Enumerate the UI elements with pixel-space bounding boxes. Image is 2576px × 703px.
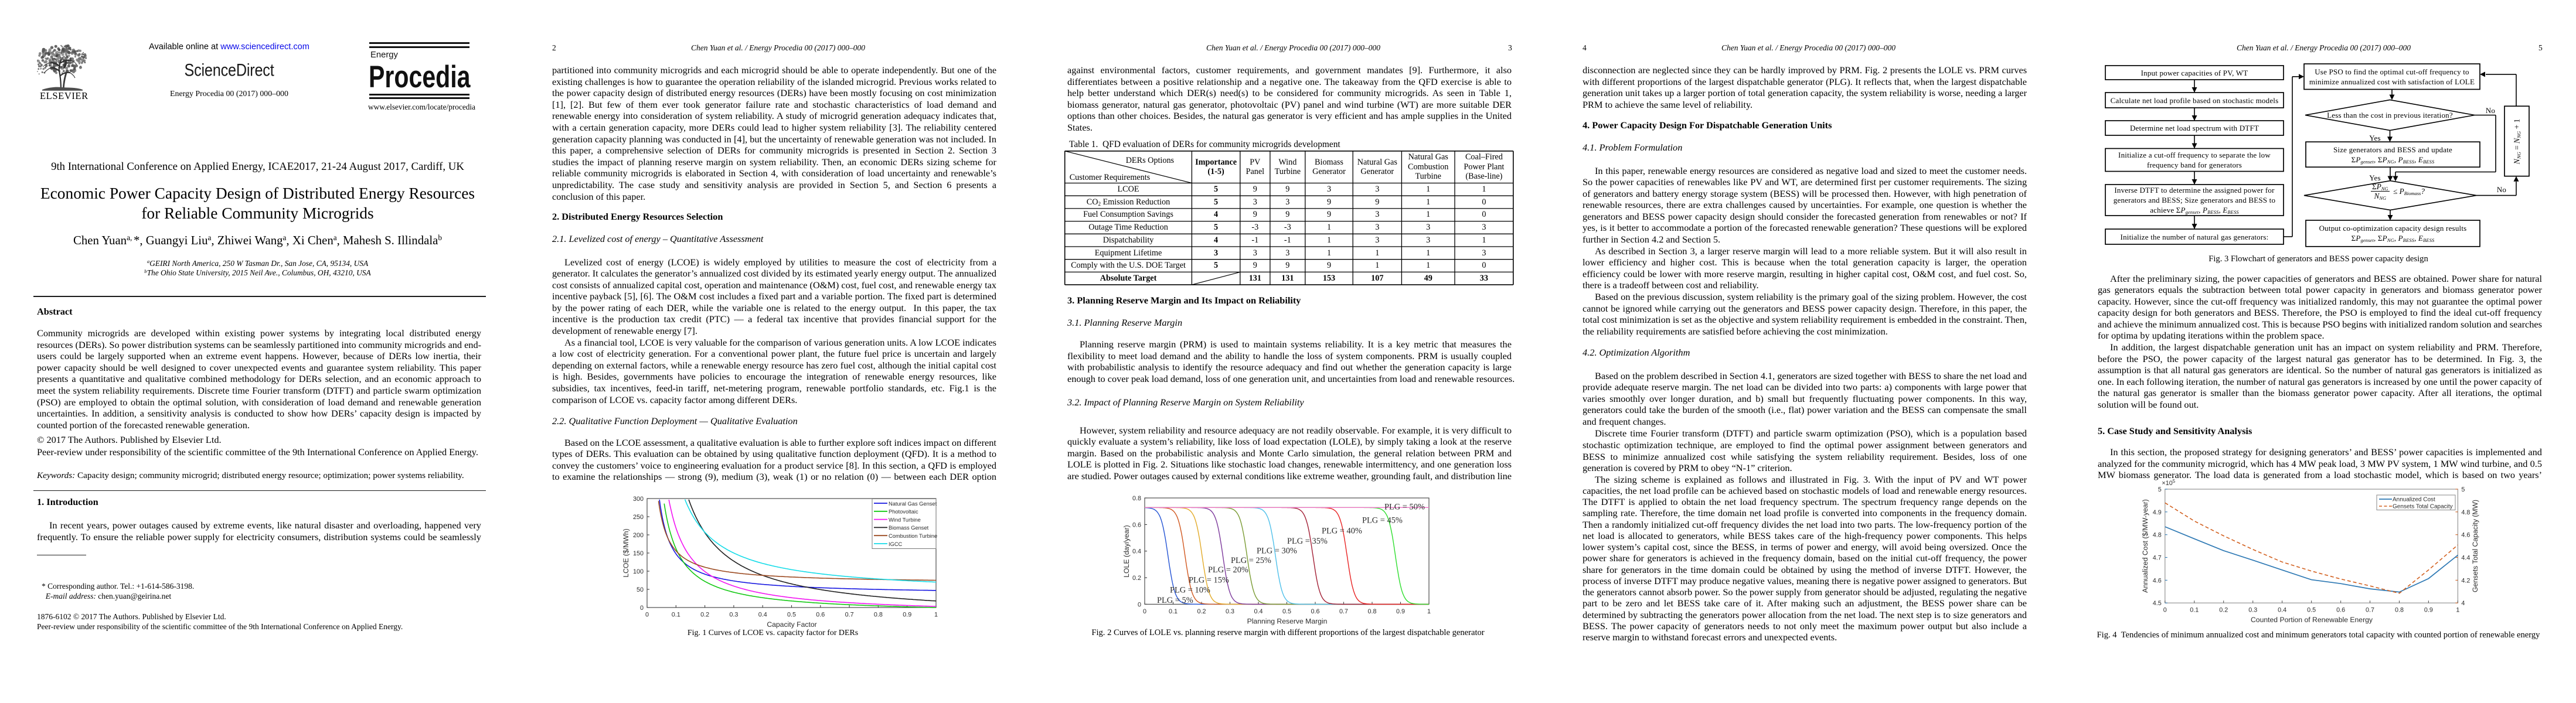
svg-text:4.6: 4.6 [2153,577,2162,584]
svg-text:PLG = 50%: PLG = 50% [1384,503,1425,512]
svg-text:0.9: 0.9 [1396,608,1405,615]
svg-text:1: 1 [934,612,938,619]
svg-text:0.2: 0.2 [700,612,709,619]
svg-text:0.9: 0.9 [903,612,911,619]
svg-text:Wind Turbine: Wind Turbine [889,517,921,523]
svg-text:Capacity Factor: Capacity Factor [767,620,816,629]
svg-text:5: 5 [2461,486,2465,493]
svg-text:Annualized Cost ($/MW-year): Annualized Cost ($/MW-year) [2141,499,2149,593]
svg-text:4.5: 4.5 [2153,600,2162,607]
svg-text:0.4: 0.4 [2278,607,2286,614]
svg-text:4.8: 4.8 [2461,509,2470,516]
svg-text:LCOE ($/MWh): LCOE ($/MWh) [622,528,630,577]
svg-text:Annualized Cost: Annualized Cost [2393,497,2435,503]
svg-text:0.4: 0.4 [1132,548,1141,555]
svg-text:Photovoltaic: Photovoltaic [889,509,918,515]
svg-text:0: 0 [1138,601,1141,608]
svg-text:Gensets Total Capacity: Gensets Total Capacity [2393,504,2453,510]
svg-text:LOLE (day/year): LOLE (day/year) [1122,525,1131,577]
svg-text:0.7: 0.7 [2366,607,2374,614]
svg-text:300: 300 [633,496,644,503]
svg-text:4.2: 4.2 [2461,577,2470,584]
svg-text:5: 5 [2158,486,2162,493]
svg-text:Combustion Turbine: Combustion Turbine [889,533,937,539]
svg-text:Planning Reserve Margin: Planning Reserve Margin [1247,617,1328,625]
svg-text:0.8: 0.8 [2395,607,2404,614]
svg-text:0.3: 0.3 [729,612,738,619]
svg-text:0.5: 0.5 [787,612,796,619]
svg-text:50: 50 [637,586,644,593]
svg-text:4.6: 4.6 [2461,532,2470,539]
svg-text:0.6: 0.6 [2336,607,2345,614]
svg-text:Biomass Genset: Biomass Genset [889,525,929,531]
svg-text:Natural Gas Genset: Natural Gas Genset [889,501,937,507]
svg-text:250: 250 [633,514,644,521]
svg-text:PLG = 20%: PLG = 20% [1208,565,1248,575]
svg-text:0.2: 0.2 [1132,575,1141,582]
svg-text:0.4: 0.4 [758,612,767,619]
svg-text:4: 4 [2461,600,2465,607]
svg-text:0.8: 0.8 [1367,608,1376,615]
svg-text:0: 0 [645,612,649,619]
svg-text:0.1: 0.1 [1169,608,1178,615]
svg-text:Counted Portion of Renewable E: Counted Portion of Renewable Energy [2251,616,2373,624]
svg-text:×105: ×105 [2162,479,2175,487]
svg-text:0.2: 0.2 [2219,607,2228,614]
svg-text:0.1: 0.1 [672,612,680,619]
svg-text:4.8: 4.8 [2153,532,2162,539]
svg-text:0.5: 0.5 [1282,608,1291,615]
svg-text:0.6: 0.6 [1132,521,1141,528]
svg-text:0.2: 0.2 [1197,608,1206,615]
svg-text:0.6: 0.6 [816,612,825,619]
svg-text:0: 0 [2163,607,2167,614]
svg-text:PLG = 40%: PLG = 40% [1322,527,1362,536]
svg-text:0.7: 0.7 [1339,608,1348,615]
svg-text:0.7: 0.7 [845,612,854,619]
svg-text:0: 0 [640,605,644,612]
svg-text:4.7: 4.7 [2153,555,2162,562]
svg-text:0.4: 0.4 [1254,608,1263,615]
svg-text:PLG = 10%: PLG = 10% [1170,585,1210,595]
svg-text:PLG = 15%: PLG = 15% [1189,575,1229,585]
svg-text:0.9: 0.9 [2424,607,2433,614]
svg-text:PLG = 5%: PLG = 5% [1157,596,1193,605]
svg-text:Gensets Total Capacity (MW): Gensets Total Capacity (MW) [2471,500,2479,592]
svg-text:200: 200 [633,532,644,539]
svg-text:4.4: 4.4 [2461,555,2470,562]
svg-text:0.8: 0.8 [874,612,883,619]
svg-text:PLG = 25%: PLG = 25% [1231,556,1271,565]
svg-text:150: 150 [633,550,644,557]
svg-text:0: 0 [1143,608,1146,615]
svg-text:0.5: 0.5 [2307,607,2316,614]
svg-text:IGCC: IGCC [889,541,903,547]
svg-text:PLG = 35%: PLG = 35% [1287,537,1328,546]
svg-text:4.9: 4.9 [2153,509,2162,516]
svg-text:PLG = 45%: PLG = 45% [1362,516,1403,525]
svg-text:1: 1 [2456,607,2459,614]
svg-text:0.1: 0.1 [2190,607,2199,614]
svg-text:0.6: 0.6 [1311,608,1319,615]
svg-text:100: 100 [633,568,644,575]
svg-text:PLG = 30%: PLG = 30% [1257,547,1297,556]
svg-text:0.3: 0.3 [1226,608,1234,615]
svg-text:0.8: 0.8 [1132,495,1141,502]
svg-text:0.3: 0.3 [2248,607,2257,614]
svg-text:1: 1 [1427,608,1431,615]
